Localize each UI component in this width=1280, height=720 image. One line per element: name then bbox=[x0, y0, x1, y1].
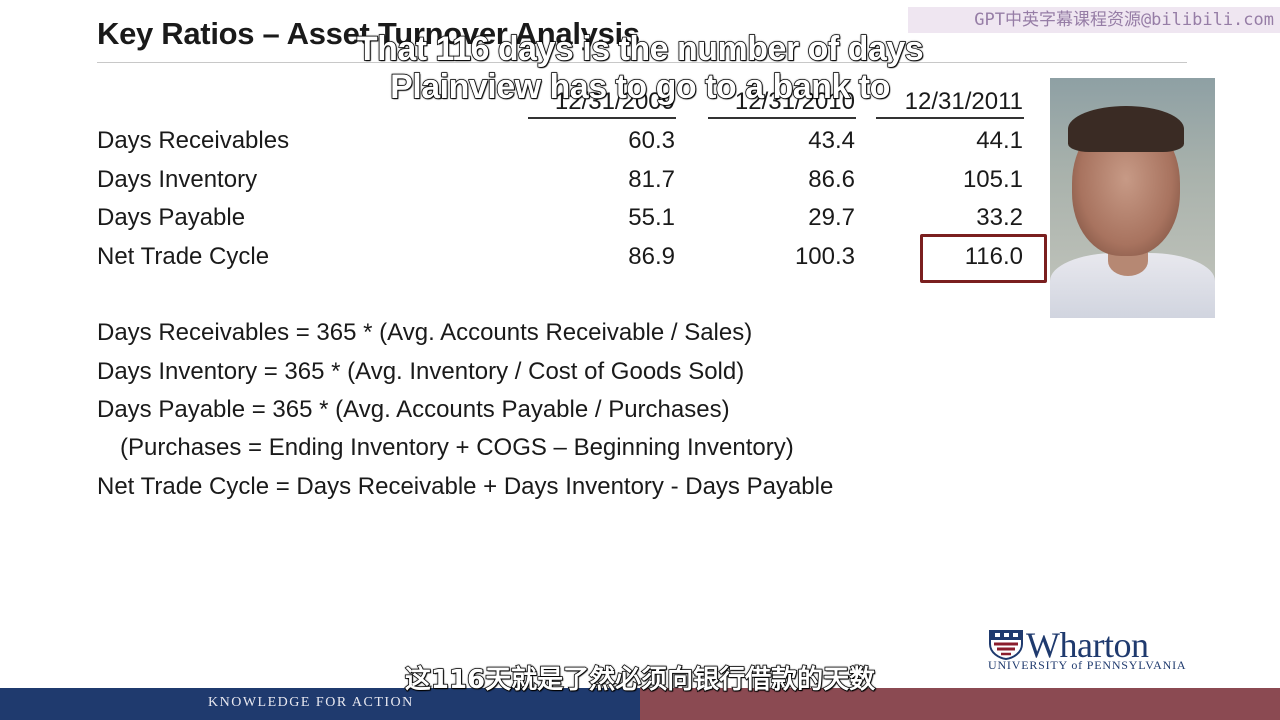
column-header-2009: 12/31/2009 bbox=[554, 88, 675, 115]
column-header-underline bbox=[876, 117, 1024, 119]
logo-subline: UNIVERSITY of PENNSYLVANIA bbox=[988, 658, 1187, 672]
table-cell: 100.3 bbox=[794, 243, 855, 270]
table-cell: 86.9 bbox=[628, 243, 675, 270]
subtitle-chinese: 这116天就是了然必须向银行借款的天数 bbox=[404, 664, 876, 696]
formula-purchases: (Purchases = Ending Inventory + COGS – B… bbox=[120, 434, 794, 461]
row-label-net-trade-cycle: Net Trade Cycle bbox=[97, 243, 270, 270]
table-cell: 29.7 bbox=[808, 204, 855, 231]
watermark: GPT中英字幕课程资源@bilibili.com bbox=[908, 7, 1280, 33]
wharton-logo: Wharton UNIVERSITY of PENNSYLVANIA bbox=[988, 625, 1193, 674]
highlight-box bbox=[920, 234, 1047, 283]
formula-net-trade-cycle: Net Trade Cycle = Days Receivable + Days… bbox=[97, 473, 834, 500]
subtitle-english-line-1: That 116 days is the number of days bbox=[356, 29, 924, 69]
table-cell: 86.6 bbox=[808, 166, 855, 193]
subtitle-english-line-2: Plainview has to go to a bank to bbox=[389, 67, 891, 107]
column-header-underline bbox=[528, 117, 676, 119]
table-cell: 33.2 bbox=[976, 204, 1023, 231]
formula-days-inventory: Days Inventory = 365 * (Avg. Inventory /… bbox=[97, 358, 745, 385]
column-header-underline bbox=[708, 117, 856, 119]
presenter-video bbox=[1050, 78, 1215, 318]
footer-band-maroon bbox=[640, 688, 1280, 720]
table-cell: 81.7 bbox=[628, 166, 675, 193]
formula-days-receivables: Days Receivables = 365 * (Avg. Accounts … bbox=[97, 319, 753, 346]
table-cell: 55.1 bbox=[628, 204, 675, 231]
footer-band-navy bbox=[0, 688, 640, 720]
table-cell: 43.4 bbox=[808, 127, 855, 154]
row-label-days-receivables: Days Receivables bbox=[97, 127, 290, 154]
table-cell: 105.1 bbox=[962, 166, 1023, 193]
slide-title: Key Ratios – Asset Turnover Analysis bbox=[97, 16, 640, 51]
logo-wordmark: Wharton bbox=[1026, 625, 1149, 665]
column-header-2011: 12/31/2011 bbox=[904, 88, 1023, 115]
row-label-days-payable: Days Payable bbox=[97, 204, 246, 231]
row-label-days-inventory: Days Inventory bbox=[97, 166, 258, 193]
table-cell: 60.3 bbox=[628, 127, 675, 154]
title-divider bbox=[97, 62, 1187, 63]
table-cell-highlighted: 116.0 bbox=[964, 243, 1023, 270]
column-header-2010: 12/31/2010 bbox=[734, 88, 855, 115]
table-cell: 44.1 bbox=[976, 127, 1023, 154]
presenter-hair bbox=[1068, 106, 1184, 152]
penn-shield-icon bbox=[989, 630, 1023, 660]
footer-tagline: KNOWLEDGE FOR ACTION bbox=[208, 695, 414, 710]
formula-days-payable: Days Payable = 365 * (Avg. Accounts Paya… bbox=[97, 396, 730, 423]
